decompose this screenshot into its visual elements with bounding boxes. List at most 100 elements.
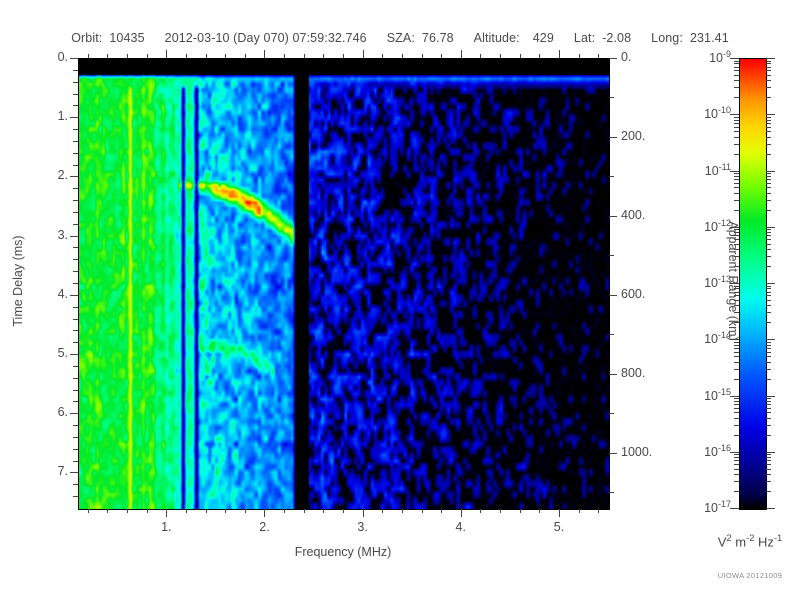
- y-minor-tick: [73, 401, 78, 403]
- spectrogram-plot-area: [78, 58, 610, 510]
- x-minor-tick: [401, 509, 403, 513]
- cbar-minor-tick-right: [766, 351, 771, 353]
- x-minor-tick: [441, 509, 443, 513]
- cbar-minor-tick-right: [766, 243, 771, 245]
- y-minor-tick: [73, 69, 78, 71]
- cbar-minor-tick-right: [766, 460, 771, 462]
- cbar-minor-tick-left: [734, 457, 739, 459]
- cbar-minor-tick-right: [766, 322, 771, 324]
- y2-minor-tick: [609, 492, 614, 494]
- cbar-minor-tick-right: [766, 80, 771, 82]
- x-minor-tick-top: [87, 54, 89, 58]
- x-tick-label: 1.: [161, 520, 172, 534]
- cbar-minor-tick-right: [766, 187, 771, 189]
- cbar-minor-tick-right: [766, 122, 771, 124]
- y2-tick-label: 400.: [621, 207, 646, 222]
- x-minor-tick: [500, 509, 502, 513]
- cbar-minor-tick-left: [734, 341, 739, 343]
- x-major-tick-top: [264, 50, 266, 58]
- cbar-minor-tick-right: [766, 344, 771, 346]
- orbit-value: 10435: [109, 31, 145, 45]
- cbar-minor-tick-left: [734, 63, 739, 65]
- cbar-minor-tick-left: [734, 232, 739, 234]
- x-major-tick: [166, 509, 168, 517]
- cbar-tick-label: 10-12: [704, 217, 731, 234]
- y-minor-tick: [73, 283, 78, 284]
- y-major-tick: [70, 235, 78, 237]
- cbar-minor-tick-left: [734, 285, 739, 287]
- cbar-minor-tick-left: [734, 481, 739, 483]
- cbar-minor-tick-left: [734, 179, 739, 181]
- cbar-minor-tick-left: [734, 235, 739, 237]
- cbar-major-tick-right: [766, 395, 775, 397]
- unit-v: V: [717, 534, 727, 550]
- x-minor-tick-top: [225, 54, 227, 58]
- unit-v-exp: 2: [726, 533, 732, 543]
- cbar-minor-tick-left: [734, 400, 739, 402]
- cbar-minor-tick-right: [766, 239, 771, 241]
- y2-minor-tick: [609, 255, 614, 257]
- cbar-tick-label: 10-15: [704, 386, 731, 403]
- cbar-minor-tick-left: [734, 229, 739, 231]
- cbar-minor-tick-right: [766, 249, 771, 251]
- x-major-tick: [460, 509, 462, 517]
- figure-header: Orbit: 10435 2012-03-10 (Day 070) 07:59:32…: [0, 31, 800, 45]
- x-minor-tick-top: [343, 54, 344, 58]
- unit-m-exp: -2: [746, 533, 755, 543]
- x-major-tick-top: [460, 50, 462, 58]
- y-minor-tick: [73, 389, 78, 391]
- cbar-minor-tick-left: [734, 143, 739, 145]
- x-minor-tick-top: [244, 54, 246, 58]
- cbar-minor-tick-left: [734, 407, 739, 409]
- y-minor-tick: [73, 81, 78, 83]
- orbit-label: Orbit:: [71, 31, 103, 45]
- cbar-minor-tick-right: [766, 256, 771, 258]
- cbar-minor-tick-left: [734, 468, 739, 470]
- cbar-minor-tick-right: [766, 66, 771, 68]
- y-minor-tick: [73, 200, 78, 202]
- y-tick-label: 2.: [57, 168, 68, 183]
- cbar-minor-tick-right: [766, 361, 771, 363]
- y2-major-tick: [609, 215, 617, 217]
- cbar-minor-tick-right: [766, 378, 771, 380]
- y2-tick-label: 600.: [621, 286, 646, 301]
- cbar-minor-tick-right: [766, 312, 771, 314]
- cbar-minor-tick-right: [766, 398, 771, 400]
- cbar-minor-tick-right: [766, 143, 771, 145]
- cbar-major-tick-right: [766, 114, 775, 116]
- x-tick-label: 2.: [259, 520, 270, 534]
- cbar-minor-tick-left: [734, 173, 739, 175]
- x-major-tick-top: [166, 50, 168, 58]
- y-minor-tick: [73, 140, 78, 142]
- x-minor-tick-top: [401, 54, 403, 58]
- cbar-minor-tick-right: [766, 341, 771, 343]
- y-minor-tick: [73, 460, 78, 462]
- cbar-minor-tick-left: [734, 491, 739, 493]
- x-minor-tick: [323, 509, 325, 513]
- x-minor-tick-top: [382, 54, 384, 58]
- y2-tick-label: 1000.: [621, 444, 653, 459]
- cbar-tick-label: 10-16: [704, 442, 731, 459]
- cbar-major-tick-left: [730, 508, 739, 509]
- y-tick-label: 5.: [57, 346, 68, 361]
- cbar-minor-tick-right: [766, 126, 771, 128]
- cbar-minor-tick-left: [734, 412, 739, 414]
- cbar-minor-tick-right: [766, 457, 771, 459]
- cbar-minor-tick-left: [734, 70, 739, 72]
- y-major-tick: [70, 176, 78, 178]
- cbar-minor-tick-left: [734, 74, 739, 76]
- y-minor-tick: [73, 365, 78, 367]
- cbar-minor-tick-right: [766, 179, 771, 181]
- spectrogram-canvas: [79, 59, 609, 509]
- cbar-tick-label: 10-9: [709, 49, 731, 66]
- cbar-minor-tick-right: [766, 116, 771, 118]
- cbar-minor-tick-right: [766, 288, 771, 290]
- cbar-minor-tick-left: [734, 460, 739, 462]
- cbar-minor-tick-right: [766, 199, 771, 201]
- y-tick-label: 3.: [57, 227, 68, 242]
- x-minor-tick-top: [303, 54, 305, 58]
- cbar-minor-tick-left: [734, 361, 739, 363]
- cbar-minor-tick-right: [766, 97, 771, 99]
- cbar-minor-tick-left: [734, 122, 739, 124]
- x-minor-tick: [185, 509, 187, 513]
